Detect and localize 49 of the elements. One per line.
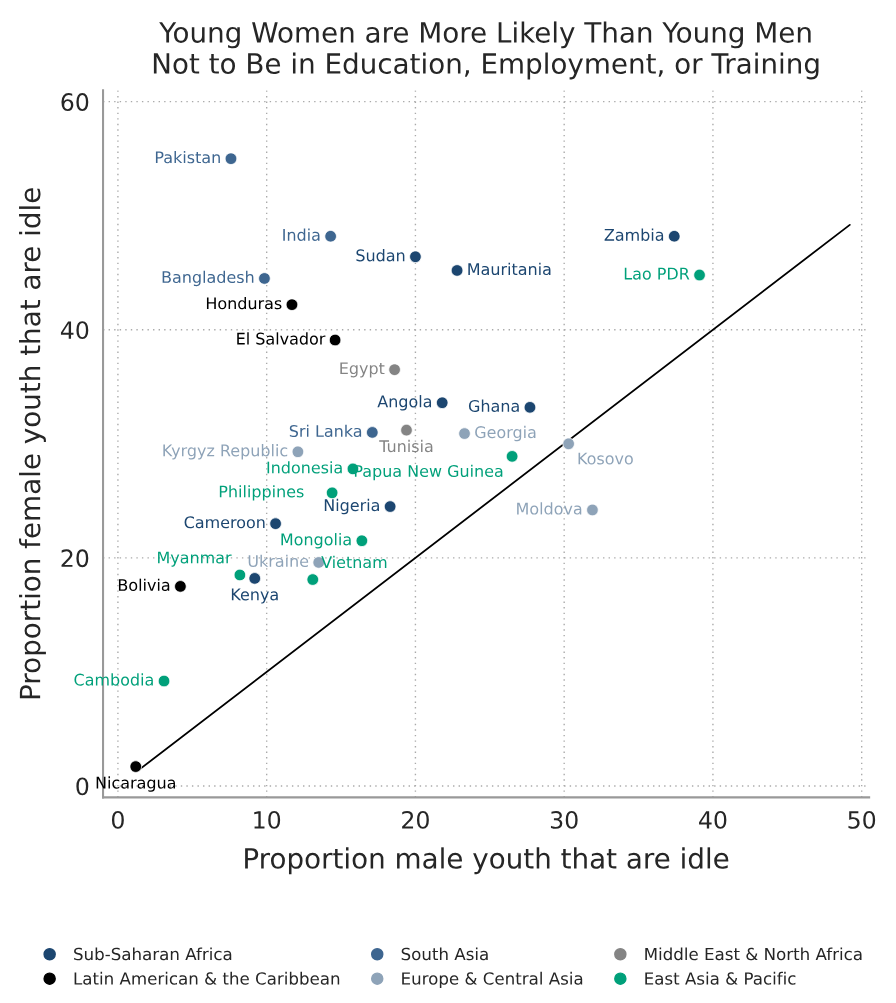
y-tick-label: 0 — [76, 777, 89, 796]
x-axis-title: Proportion male youth that are idle — [245, 847, 729, 875]
annotation: El Salvador — [237, 332, 326, 345]
annotation: Ghana — [468, 399, 519, 412]
annotation: Philippines — [219, 485, 304, 501]
annotation: Mauritania — [468, 262, 551, 276]
annotation: Cambodia — [74, 673, 153, 686]
annotation: Bangladesh — [162, 270, 254, 287]
annotation: Sudan — [356, 249, 405, 262]
annotation: Indonesia — [267, 461, 342, 474]
annotation: India — [283, 228, 320, 241]
annotation: Sri Lanka — [289, 424, 362, 438]
annotation: Kenya — [231, 588, 278, 604]
x-tick-label: 20 — [402, 811, 429, 829]
annotation: Nigeria — [324, 498, 379, 515]
legend-label: East Asia & Pacific — [645, 971, 796, 985]
chart-title: Young Women are More Likely Than Young Men Not to Be in Education, Employment, or Training — [153, 21, 819, 80]
annotation: Angola — [377, 395, 432, 411]
annotation: Nicaragua — [96, 776, 175, 792]
x-tick-label: 30 — [550, 811, 578, 829]
annotation: Pakistan — [155, 150, 220, 164]
annotation: Zambia — [604, 228, 664, 241]
annotation: Kosovo — [578, 452, 633, 465]
x-tick-label: 0 — [111, 811, 124, 829]
y-axis-title: Proportion female youth that are idle — [19, 188, 46, 699]
annotation: Myanmar — [158, 551, 232, 567]
annotation: Vietnam — [321, 555, 387, 569]
legend-label: South Asia — [401, 947, 488, 961]
annotation: Lao PDR — [624, 267, 690, 280]
y-tick-label: 60 — [61, 93, 89, 111]
annotation: Georgia — [475, 425, 536, 442]
legend-label: Sub-Saharan Africa — [74, 947, 232, 961]
annotation: Ukraine — [248, 554, 309, 568]
annotation: Honduras — [206, 296, 282, 310]
annotation: Mongolia — [281, 533, 351, 549]
annotation: Egypt — [340, 362, 385, 378]
annotation: Tunisia — [379, 439, 433, 453]
x-tick-label: 40 — [699, 811, 727, 829]
annotation: Moldova — [517, 502, 582, 515]
annotation: Cameroon — [184, 516, 265, 529]
x-tick-label: 10 — [254, 811, 281, 829]
legend-label: Europe & Central Asia — [402, 971, 583, 988]
y-tick-label: 40 — [60, 321, 89, 340]
legend-label: Middle East & North Africa — [645, 947, 862, 961]
y-tick-label: 20 — [61, 549, 89, 568]
legend-label: Latin American & the Caribbean — [74, 971, 340, 985]
annotation: Kyrgyz Republic — [163, 444, 288, 460]
x-tick-label: 50 — [848, 811, 876, 829]
annotation: Bolivia — [118, 578, 170, 592]
